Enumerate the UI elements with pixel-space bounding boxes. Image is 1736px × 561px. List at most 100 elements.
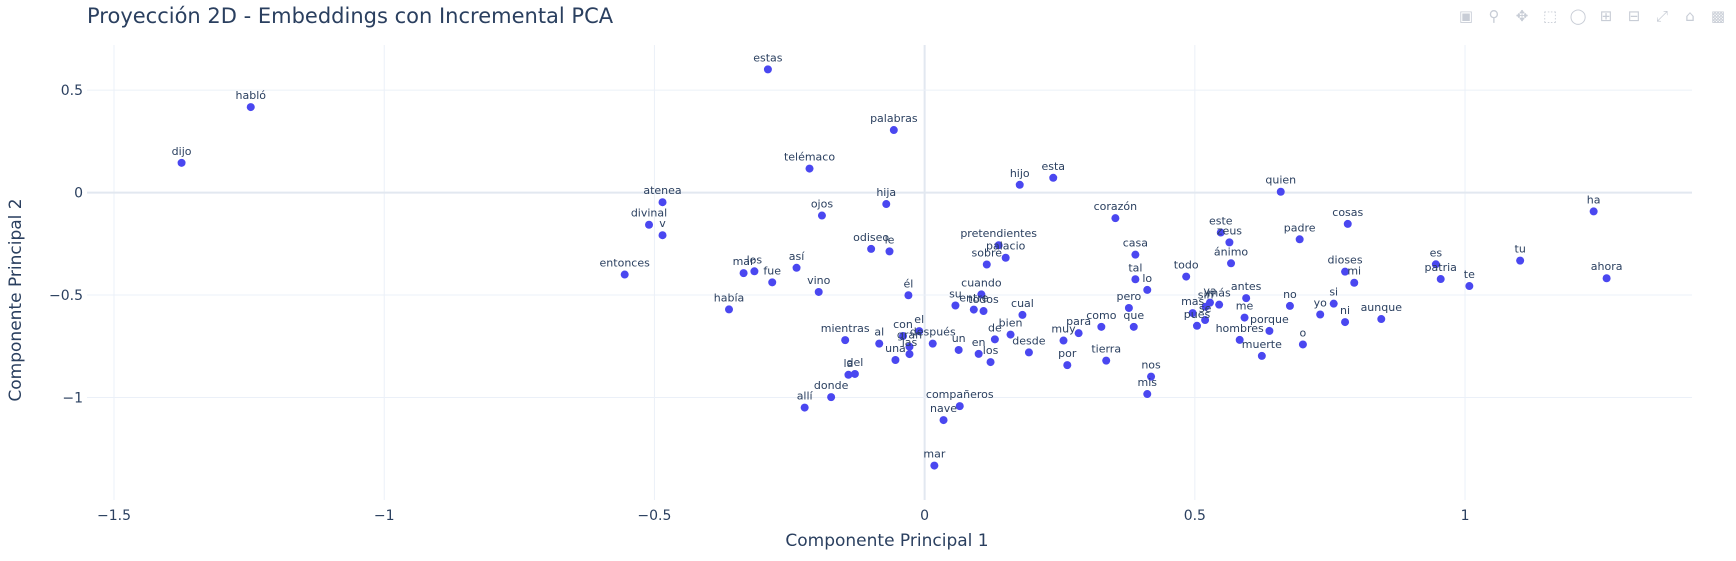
data-point[interactable]	[1329, 299, 1338, 308]
data-point[interactable]	[1276, 187, 1285, 196]
data-point[interactable]	[930, 461, 939, 470]
data-point[interactable]	[1182, 272, 1191, 281]
data-points[interactable]	[177, 65, 1611, 470]
data-point[interactable]	[1131, 250, 1140, 259]
data-point[interactable]	[827, 393, 836, 402]
data-point[interactable]	[841, 336, 850, 345]
data-point[interactable]	[805, 164, 814, 173]
data-point[interactable]	[1102, 356, 1111, 365]
data-point[interactable]	[889, 126, 898, 135]
data-point[interactable]	[951, 301, 960, 310]
data-point[interactable]	[1049, 173, 1058, 182]
data-point[interactable]	[915, 327, 924, 336]
data-point[interactable]	[1350, 278, 1359, 287]
data-point[interactable]	[1063, 361, 1072, 370]
data-point[interactable]	[1024, 348, 1033, 357]
data-point[interactable]	[1018, 310, 1027, 319]
data-point[interactable]	[1143, 390, 1152, 399]
plotly-logo-icon[interactable]: ▩	[1710, 7, 1726, 25]
data-point[interactable]	[817, 211, 826, 220]
data-point[interactable]	[1298, 340, 1307, 349]
data-point[interactable]	[814, 287, 823, 296]
data-point[interactable]	[1377, 315, 1386, 324]
lasso-icon[interactable]: ◯	[1569, 7, 1587, 25]
data-point[interactable]	[899, 332, 908, 341]
data-point[interactable]	[1131, 275, 1140, 284]
data-point[interactable]	[990, 335, 999, 344]
data-point[interactable]	[1465, 282, 1474, 291]
data-point[interactable]	[1242, 294, 1251, 303]
data-point[interactable]	[1215, 300, 1224, 309]
data-point[interactable]	[1147, 372, 1156, 381]
data-point[interactable]	[939, 416, 948, 425]
data-point[interactable]	[1227, 259, 1236, 268]
data-point[interactable]	[658, 231, 667, 240]
data-point[interactable]	[1240, 313, 1249, 322]
data-point[interactable]	[1143, 285, 1152, 294]
box-select-icon[interactable]: ⬚	[1542, 7, 1558, 25]
data-point[interactable]	[1074, 329, 1083, 338]
data-point[interactable]	[904, 291, 913, 300]
data-point[interactable]	[994, 241, 1003, 250]
data-point[interactable]	[1201, 316, 1210, 325]
data-point[interactable]	[905, 342, 914, 351]
data-point[interactable]	[891, 356, 900, 365]
data-point[interactable]	[1235, 335, 1244, 344]
data-point[interactable]	[1257, 351, 1266, 360]
data-point[interactable]	[974, 349, 983, 358]
data-point[interactable]	[725, 305, 733, 314]
data-point[interactable]	[979, 307, 988, 316]
data-point[interactable]	[1201, 302, 1210, 311]
pan-icon[interactable]: ✥	[1515, 7, 1529, 25]
data-point[interactable]	[800, 403, 809, 412]
data-point[interactable]	[763, 65, 772, 74]
data-point[interactable]	[750, 267, 759, 276]
data-point[interactable]	[1188, 309, 1197, 318]
data-point[interactable]	[982, 260, 991, 269]
data-point[interactable]	[246, 103, 255, 112]
zoom-in-icon[interactable]: ⊞	[1599, 7, 1613, 25]
camera-icon[interactable]: ▣	[1458, 7, 1474, 25]
data-point[interactable]	[1059, 336, 1068, 345]
data-point[interactable]	[1006, 330, 1015, 339]
data-point[interactable]	[1341, 267, 1350, 276]
data-point[interactable]	[1436, 275, 1445, 284]
home-icon[interactable]: ⌂	[1685, 7, 1695, 25]
data-point[interactable]	[1111, 214, 1120, 223]
data-point[interactable]	[844, 370, 853, 379]
data-point[interactable]	[1589, 207, 1598, 216]
data-point[interactable]	[1265, 326, 1274, 335]
data-point[interactable]	[905, 350, 914, 359]
data-point[interactable]	[1015, 180, 1024, 189]
data-point[interactable]	[1225, 238, 1234, 247]
data-point[interactable]	[620, 270, 629, 279]
data-point[interactable]	[875, 339, 884, 348]
data-point[interactable]	[1343, 219, 1352, 228]
data-point[interactable]	[1285, 301, 1294, 310]
data-point[interactable]	[768, 278, 777, 287]
data-point[interactable]	[792, 263, 801, 272]
data-point[interactable]	[1124, 303, 1133, 312]
data-point[interactable]	[954, 345, 963, 354]
data-point[interactable]	[1341, 318, 1350, 327]
data-point[interactable]	[885, 247, 894, 256]
data-point[interactable]	[1602, 274, 1611, 283]
data-point[interactable]	[867, 244, 876, 253]
data-point[interactable]	[658, 198, 667, 207]
data-point[interactable]	[645, 220, 654, 229]
data-point[interactable]	[1097, 322, 1106, 331]
data-point[interactable]	[969, 305, 978, 314]
data-point[interactable]	[1216, 228, 1225, 237]
data-point[interactable]	[955, 402, 964, 411]
data-point[interactable]	[1516, 256, 1525, 265]
data-point[interactable]	[177, 158, 186, 167]
zoom-out-icon[interactable]: ⊟	[1627, 7, 1641, 25]
data-point[interactable]	[1001, 253, 1010, 262]
data-point[interactable]	[928, 339, 937, 348]
data-point[interactable]	[1431, 260, 1440, 269]
data-point[interactable]	[977, 290, 986, 299]
data-point[interactable]	[882, 200, 891, 209]
data-point[interactable]	[1129, 322, 1138, 331]
data-point[interactable]	[739, 269, 748, 278]
data-point[interactable]	[1316, 310, 1325, 319]
